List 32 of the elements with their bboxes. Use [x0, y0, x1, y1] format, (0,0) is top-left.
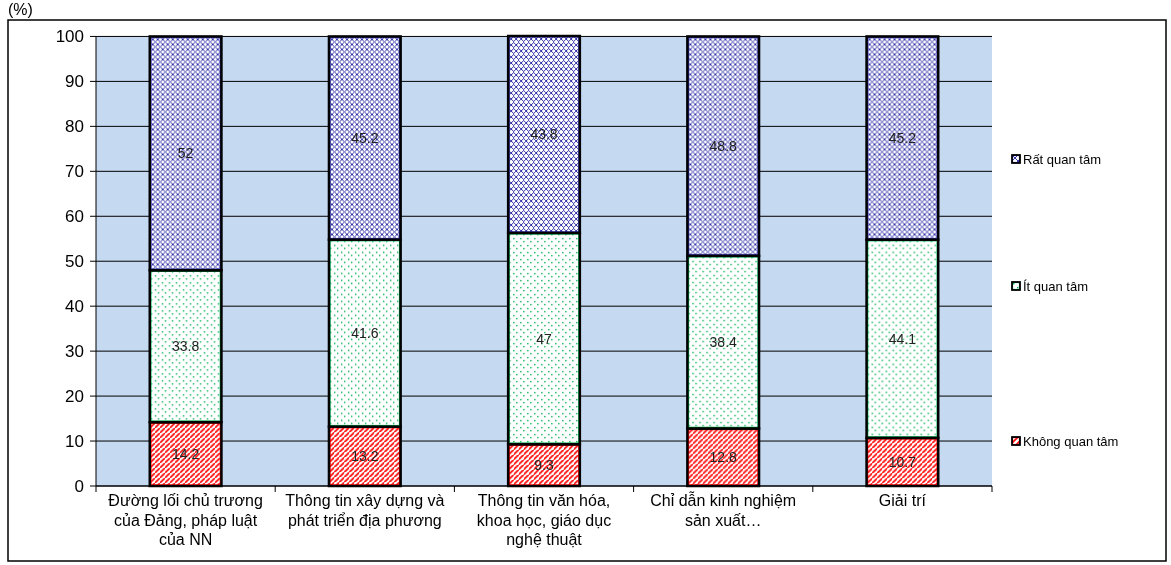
x-tick-label: Thông tin xây dựng và phát triển địa phương — [285, 492, 445, 529]
data-label: 52 — [177, 145, 194, 162]
y-tick-label: 90 — [65, 71, 84, 91]
data-label: 33.8 — [171, 338, 200, 355]
data-label: 48.8 — [709, 138, 738, 155]
legend-label: Không quan tâm — [1023, 433, 1119, 449]
data-label: 10.7 — [888, 453, 917, 470]
y-tick-label: 100 — [55, 26, 84, 46]
y-tick-label: 80 — [65, 116, 84, 136]
x-tick-label: Đường lối chủ trương của Đảng, pháp luật của NN — [108, 492, 263, 548]
x-tick-label: Giải trí — [878, 492, 927, 509]
x-tick-label: Thông tin văn hóa, khoa học, giáo dục nghệ thuật — [476, 492, 612, 548]
data-label: 9.3 — [534, 457, 554, 474]
y-tick-label: 40 — [65, 296, 84, 316]
data-label: 44.1 — [888, 330, 917, 347]
y-tick-label: 60 — [65, 206, 84, 226]
data-label: 45.2 — [888, 130, 917, 147]
x-tick-label: Chỉ dẫn kinh nghiệm sản xuất… — [650, 491, 797, 529]
y-tick-label: 50 — [65, 251, 84, 271]
legend-label: Ít quan tâm — [1023, 278, 1089, 294]
y-tick-label: 70 — [65, 161, 84, 181]
data-label: 41.6 — [351, 325, 379, 342]
y-tick-label: 20 — [65, 386, 84, 406]
data-label: 13.2 — [351, 448, 379, 465]
data-label: 38.4 — [709, 334, 738, 351]
data-label: 45.2 — [351, 130, 379, 147]
y-axis-title: (%) — [8, 1, 33, 18]
y-tick-label: 0 — [74, 476, 84, 496]
y-tick-label: 10 — [65, 431, 84, 451]
y-tick-label: 30 — [65, 341, 84, 361]
data-label: 47 — [536, 330, 552, 347]
legend-label: Rất quan tâm — [1023, 151, 1102, 167]
